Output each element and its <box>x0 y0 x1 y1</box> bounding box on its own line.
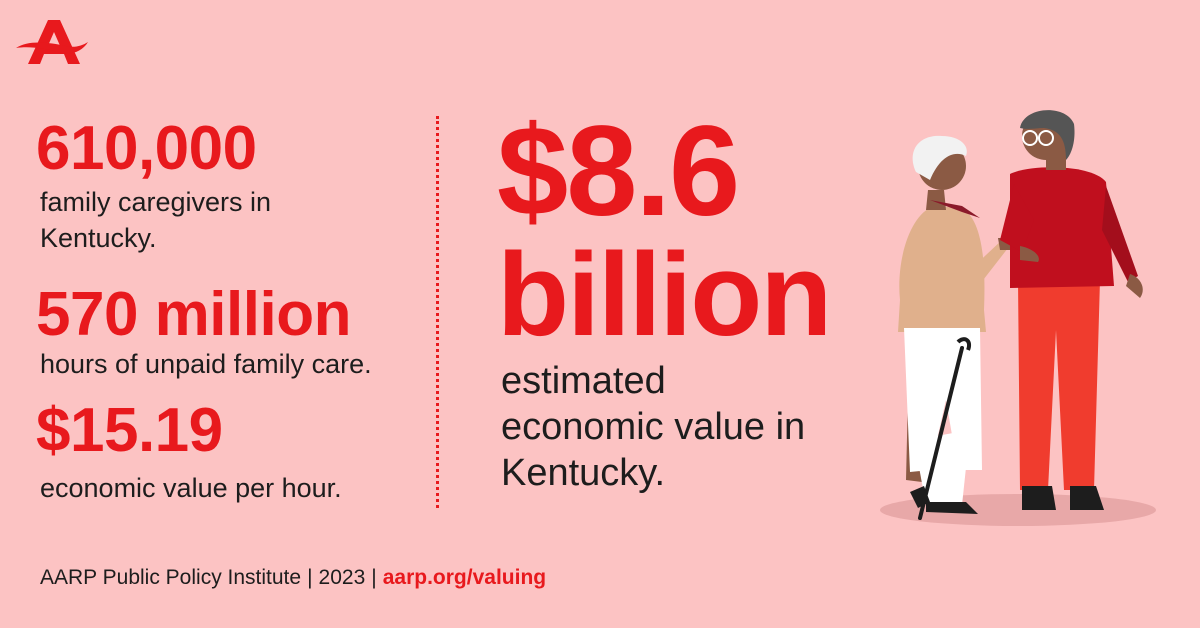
stat-hours-number: 570 million <box>36 280 351 349</box>
footer-year: 2023 <box>318 566 366 589</box>
stat-hourly-value-number: $15.19 <box>36 396 223 465</box>
headline-amount: $8.6 <box>497 100 740 243</box>
footer-separator: | <box>371 566 377 589</box>
caregiver-couple-illustration <box>880 110 1156 526</box>
aarp-logo-icon <box>16 20 88 64</box>
stat-hourly-value-description: economic value per hour. <box>40 473 342 503</box>
footer-link[interactable]: aarp.org/valuing <box>382 566 547 589</box>
headline-unit: billion <box>497 229 832 361</box>
stat-caregivers-description: family caregivers in Kentucky. <box>40 187 272 253</box>
stat-hours-description: hours of unpaid family care. <box>40 349 372 379</box>
footer-separator: | <box>307 566 313 589</box>
stat-caregivers-number: 610,000 <box>36 114 257 183</box>
footer: AARP Public Policy Institute | 2023 | aarp.o… <box>40 566 546 590</box>
dotted-divider <box>436 116 439 508</box>
footer-source: AARP Public Policy Institute <box>40 566 302 589</box>
headline-description: estimated economic value in Kentucky. <box>501 360 806 494</box>
